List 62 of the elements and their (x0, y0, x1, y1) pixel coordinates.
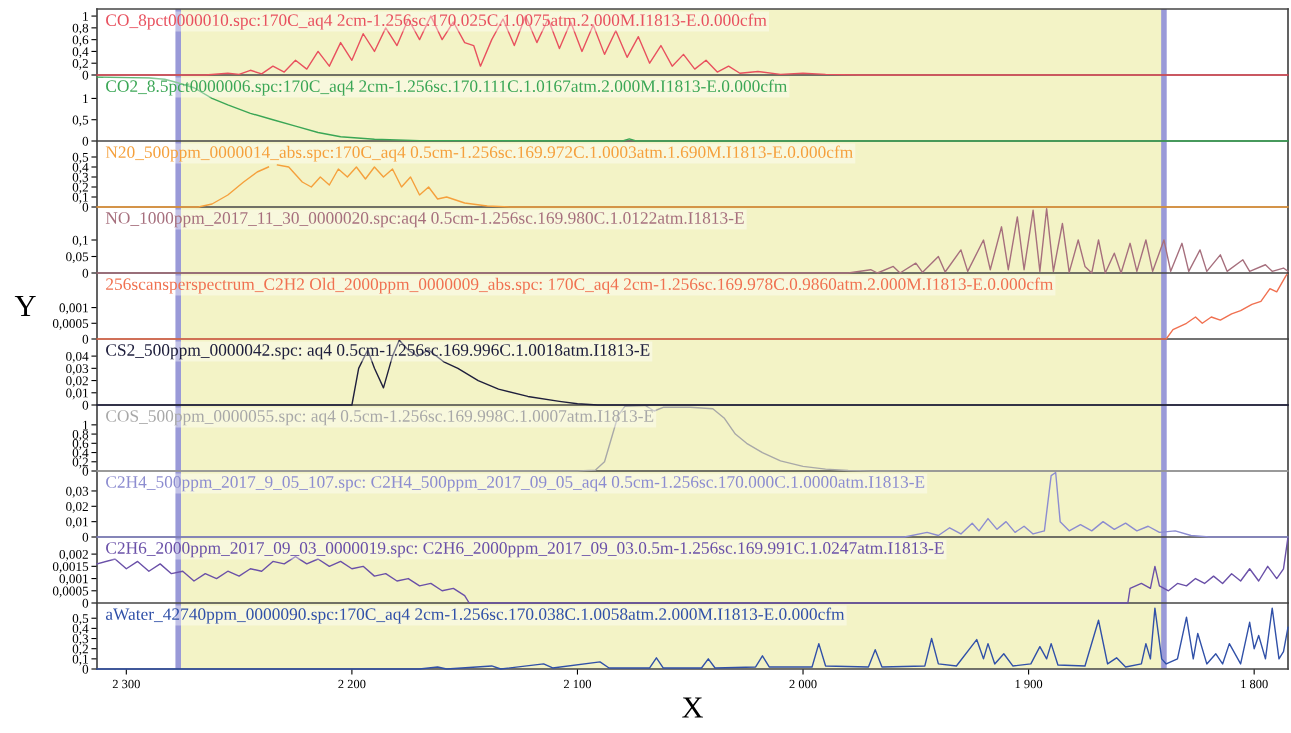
y-tick-label: 1 (83, 94, 88, 103)
y-tick-label: 0,2 (72, 644, 88, 656)
y-tick-label: 0,5 (72, 614, 89, 625)
y-tick-label: 0,0015 (52, 562, 89, 573)
y-tick-label: 0 (82, 664, 89, 674)
y-tick-label: 0,04 (66, 351, 89, 363)
y-tick-label: 0 (82, 70, 89, 80)
chart-title: NO_1000ppm_2017_11_30_0000020.spc:aq4 0.5cm-1.256sc.169.980C.1.0122atm.I1813-E (105, 212, 744, 228)
y-tick-label: 0 (82, 334, 89, 344)
y-tick-label: 0,6 (72, 35, 89, 47)
y-tick-label: 0,001 (59, 574, 88, 586)
chart-title: C2H4_500ppm_2017_9_05_107.spc: C2H4_500ppm_2017_09_05_aq4 0.5cm-1.256sc.170.000C.1.0000atm.I1813-E (106, 476, 925, 492)
chart-title: COS_500ppm_0000055.spc: aq4 0.5cm-1.256sc.169.998C.1.0007atm.I1813-E (106, 410, 654, 426)
y-tick-label: 0,4 (72, 47, 89, 59)
y-tick-label: 1 (83, 11, 88, 21)
y-tick-label: 0,01 (66, 388, 88, 400)
y-tick-label: 0,4 (72, 448, 89, 460)
x-tick-label: 2 300 (112, 679, 140, 689)
y-tick-label: 1 (83, 420, 88, 430)
y-tick-label: 0,05 (66, 252, 89, 264)
x-tick-label: 2 200 (338, 679, 366, 689)
y-tick-label: 0,02 (66, 502, 88, 513)
y-tick-label: 0,1 (72, 654, 88, 666)
y-tick-label: 0,1 (72, 192, 88, 204)
y-tick-label: 0 (82, 598, 89, 608)
y-tick-label: 0 (82, 136, 89, 146)
y-tick-label: 0,8 (72, 23, 89, 35)
y-tick-label: 0 (82, 268, 89, 278)
y-tick-label: 0,0005 (52, 586, 89, 598)
y-axis-title: Y (14, 295, 36, 316)
chart-title: N20_500ppm_0000014_abs.spc:170C_aq4 0.5cm-1.256sc.169.972C.1.0003atm.1.690M.I1813-E.0.000cfm (105, 145, 853, 162)
y-tick-label: 0,2 (72, 182, 88, 194)
y-tick-label: 0,01 (66, 517, 88, 529)
y-tick-label: 0,2 (72, 59, 88, 70)
y-tick-label: 0,02 (66, 376, 88, 388)
x-tick-label: 1 900 (1015, 679, 1043, 689)
y-tick-label: 0,002 (59, 549, 88, 561)
y-tick-label: 0,5 (72, 152, 89, 164)
y-tick-label: 0 (82, 202, 89, 212)
x-tick-label: 1 800 (1241, 679, 1268, 689)
y-tick-label: 0,001 (59, 303, 88, 315)
y-tick-label: 0,4 (72, 624, 89, 635)
y-tick-label: 0,3 (72, 634, 89, 646)
x-tick-label: 2 000 (789, 679, 817, 689)
chart-title: 256scansperspectrum_C2H2 Old_2000ppm_0000009_abs.spc: 170C_aq4 2cm-1.256sc.169.978C.0.9860atm.2.000M.I1813-E.0.000cfm (106, 277, 1054, 294)
chart-title: CO2_8.5pct0000006.spc:170C_aq4 2cm-1.256sc.170.111C.1.0167atm.2.000M.I1813-E.0.000cfm (106, 79, 788, 96)
chart-title: CS2_500ppm_0000042.spc: aq4 0.5cm-1.256sc.169.996C.1.0018atm.I1813-E (106, 344, 650, 360)
chart-title: C2H6_2000ppm_2017_09_03_0000019.spc: C2H6_2000ppm_2017_09_03.0.5m-1.256sc.169.991C.1.0247atm.I1813-E (106, 542, 944, 558)
y-tick-label: 0,5 (72, 115, 89, 127)
y-tick-label: 0 (82, 400, 89, 410)
y-tick-label: 0,4 (72, 162, 89, 174)
y-tick-label: 0 (82, 532, 89, 542)
y-tick-label: 0,03 (66, 364, 89, 375)
x-tick-label: 2 100 (563, 679, 592, 689)
y-tick-label: 0,1 (72, 235, 88, 247)
y-tick-label: 0,6 (72, 439, 89, 450)
chart-title: aWater_42740ppm_0000090.spc:170C_aq4 2cm-1.256sc.170.038C.1.0058atm.2.000M.I1813-E.0.000cfm (105, 607, 845, 624)
y-tick-label: 0,0005 (52, 319, 89, 330)
y-tick-label: 0,03 (66, 486, 89, 498)
y-tick-label: 0,8 (72, 429, 89, 441)
x-axis-title: X (682, 697, 703, 718)
y-tick-label: 0,3 (72, 172, 89, 184)
